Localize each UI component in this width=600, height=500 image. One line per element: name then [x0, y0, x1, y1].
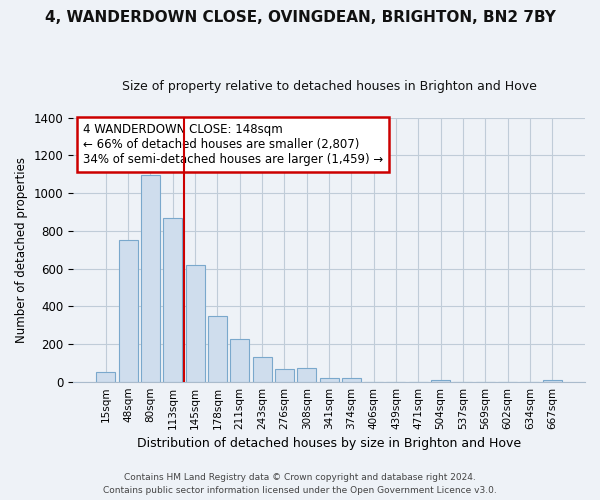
- Bar: [431, 380, 450, 382]
- Bar: [320, 378, 338, 382]
- Y-axis label: Number of detached properties: Number of detached properties: [15, 156, 28, 342]
- Bar: [253, 357, 272, 382]
- Title: Size of property relative to detached houses in Brighton and Hove: Size of property relative to detached ho…: [122, 80, 536, 93]
- Bar: [141, 176, 160, 382]
- Text: Contains HM Land Registry data © Crown copyright and database right 2024.
Contai: Contains HM Land Registry data © Crown c…: [103, 474, 497, 495]
- Bar: [543, 380, 562, 382]
- Bar: [96, 372, 115, 382]
- Bar: [275, 370, 294, 382]
- Bar: [297, 368, 316, 382]
- Text: 4 WANDERDOWN CLOSE: 148sqm
← 66% of detached houses are smaller (2,807)
34% of s: 4 WANDERDOWN CLOSE: 148sqm ← 66% of deta…: [83, 123, 383, 166]
- Bar: [342, 378, 361, 382]
- Bar: [230, 338, 249, 382]
- Bar: [208, 316, 227, 382]
- Bar: [163, 218, 182, 382]
- Text: 4, WANDERDOWN CLOSE, OVINGDEAN, BRIGHTON, BN2 7BY: 4, WANDERDOWN CLOSE, OVINGDEAN, BRIGHTON…: [44, 10, 556, 25]
- X-axis label: Distribution of detached houses by size in Brighton and Hove: Distribution of detached houses by size …: [137, 437, 521, 450]
- Bar: [185, 265, 205, 382]
- Bar: [119, 240, 137, 382]
